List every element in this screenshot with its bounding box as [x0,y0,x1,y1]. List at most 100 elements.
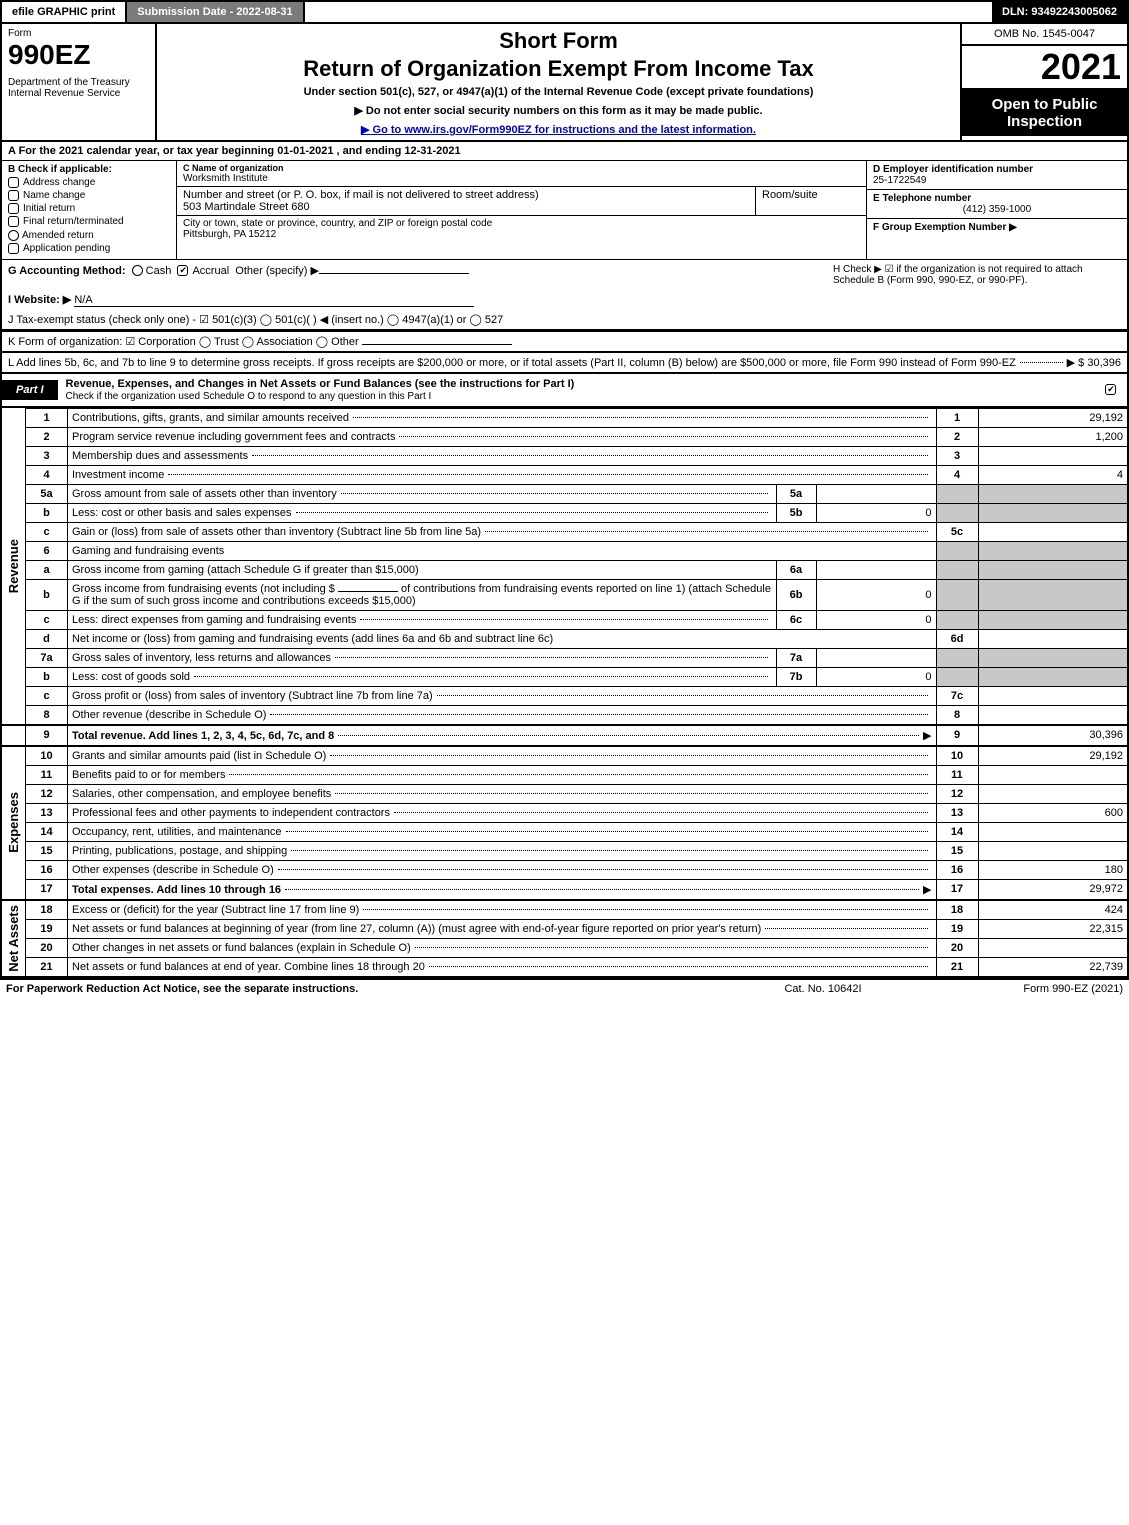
chk-final[interactable]: Final return/terminated [8,216,170,227]
line-num: 17 [26,879,68,900]
line-box: 14 [936,822,978,841]
radio-icon[interactable] [8,230,19,241]
line-val: 4 [978,465,1128,484]
form-header: Form 990EZ Department of the Treasury In… [0,24,1129,142]
line-val: 600 [978,803,1128,822]
ein-value: 25-1722549 [873,175,1121,186]
other-input[interactable] [319,273,469,274]
line-box: 18 [936,900,978,920]
line-num: 11 [26,765,68,784]
open-public: Open to Public Inspection [962,90,1127,136]
line-6b: b Gross income from fundraising events (… [1,579,1128,610]
mini-val: 0 [816,503,936,522]
shade-cell [978,484,1128,503]
desc: Membership dues and assessments [72,450,248,462]
short-form-label: Short Form [163,28,954,54]
line-desc: Grants and similar amounts paid (list in… [68,746,937,766]
line-desc: Other changes in net assets or fund bala… [68,938,937,957]
goto-link[interactable]: ▶ Go to www.irs.gov/Form990EZ for instru… [163,123,954,136]
section-d: D Employer identification number 25-1722… [867,161,1127,190]
line-desc: Less: direct expenses from gaming and fu… [68,610,777,629]
dln-number: DLN: 93492243005062 [992,2,1127,22]
line-num: 8 [26,705,68,725]
dots-icon [437,695,928,696]
desc: Other changes in net assets or fund bala… [72,942,411,954]
addr-row: Number and street (or P. O. box, if mail… [177,187,866,216]
desc: Less: direct expenses from gaming and fu… [72,614,356,626]
desc: Other revenue (describe in Schedule O) [72,709,266,721]
dots-icon [286,831,928,832]
chk-pending[interactable]: Application pending [8,243,170,254]
l-text: L Add lines 5b, 6c, and 7b to line 9 to … [8,357,1016,369]
line-box: 6d [936,629,978,648]
opt-initial: Initial return [23,203,75,214]
line-desc: Net assets or fund balances at end of ye… [68,957,937,977]
part1-checkbox[interactable] [1097,384,1127,396]
chk-name-change[interactable]: Name change [8,190,170,201]
line-val [978,938,1128,957]
room-label: Room/suite [762,189,860,201]
opt-name: Name change [23,190,85,201]
line-box: 12 [936,784,978,803]
dots-icon [168,474,927,475]
desc: Net assets or fund balances at beginning… [72,923,761,935]
checkbox-icon[interactable] [8,243,19,254]
org-name-row: C Name of organization Worksmith Institu… [177,161,866,187]
side-revenue: Revenue [1,408,26,725]
addr-cell: Number and street (or P. O. box, if mail… [177,187,756,215]
checkbox-icon[interactable] [8,177,19,188]
website-value: N/A [74,294,474,307]
amount-input[interactable] [338,591,398,592]
line-8: 8 Other revenue (describe in Schedule O)… [1,705,1128,725]
irs-link[interactable]: ▶ Go to www.irs.gov/Form990EZ for instru… [361,124,756,136]
line-num: 21 [26,957,68,977]
opt-accrual: Accrual [192,265,229,277]
shade-cell [936,667,978,686]
radio-icon[interactable] [132,265,143,276]
desc: Excess or (deficit) for the year (Subtra… [72,904,359,916]
checkbox-icon[interactable] [8,203,19,214]
line-desc: Net assets or fund balances at beginning… [68,919,937,938]
side-blank [1,725,26,746]
opt-final: Final return/terminated [23,217,124,228]
efile-print[interactable]: efile GRAPHIC print [2,2,127,22]
line-num: 14 [26,822,68,841]
dots-icon [360,619,767,620]
line-desc: Excess or (deficit) for the year (Subtra… [68,900,937,920]
line-3: 3 Membership dues and assessments 3 [1,446,1128,465]
checkbox-checked-icon[interactable] [177,265,188,276]
shade-cell [936,579,978,610]
checkbox-icon[interactable] [8,190,19,201]
shade-cell [978,541,1128,560]
website-label: I Website: ▶ [8,294,71,306]
shade-cell [936,484,978,503]
line-14: 14 Occupancy, rent, utilities, and maint… [1,822,1128,841]
identity-grid: B Check if applicable: Address change Na… [0,161,1129,260]
footer-cat: Cat. No. 10642I [723,983,923,995]
chk-initial[interactable]: Initial return [8,203,170,214]
shade-cell [978,667,1128,686]
chk-address-change[interactable]: Address change [8,177,170,188]
line-box: 4 [936,465,978,484]
dots-icon [270,714,927,715]
dots-icon [338,735,919,736]
dots-icon [394,812,928,813]
checkbox-icon[interactable] [8,216,19,227]
mini-box: 7b [776,667,816,686]
k-other-input[interactable] [362,344,512,345]
side-revenue-text: Revenue [6,539,21,593]
footer-left: For Paperwork Reduction Act Notice, see … [6,983,723,995]
phone-value: (412) 359-1000 [873,204,1121,215]
section-e: E Telephone number (412) 359-1000 [867,190,1127,219]
line-val [978,784,1128,803]
desc: Total expenses. Add lines 10 through 16 [72,884,281,896]
line-num: 18 [26,900,68,920]
line-desc: Total revenue. Add lines 1, 2, 3, 4, 5c,… [68,725,937,746]
mini-box: 6c [776,610,816,629]
chk-amended[interactable]: Amended return [8,230,170,241]
submission-date: Submission Date - 2022-08-31 [127,2,304,22]
shade-cell [978,579,1128,610]
mini-val: 0 [816,579,936,610]
dots-icon [285,889,919,890]
mini-val: 0 [816,667,936,686]
